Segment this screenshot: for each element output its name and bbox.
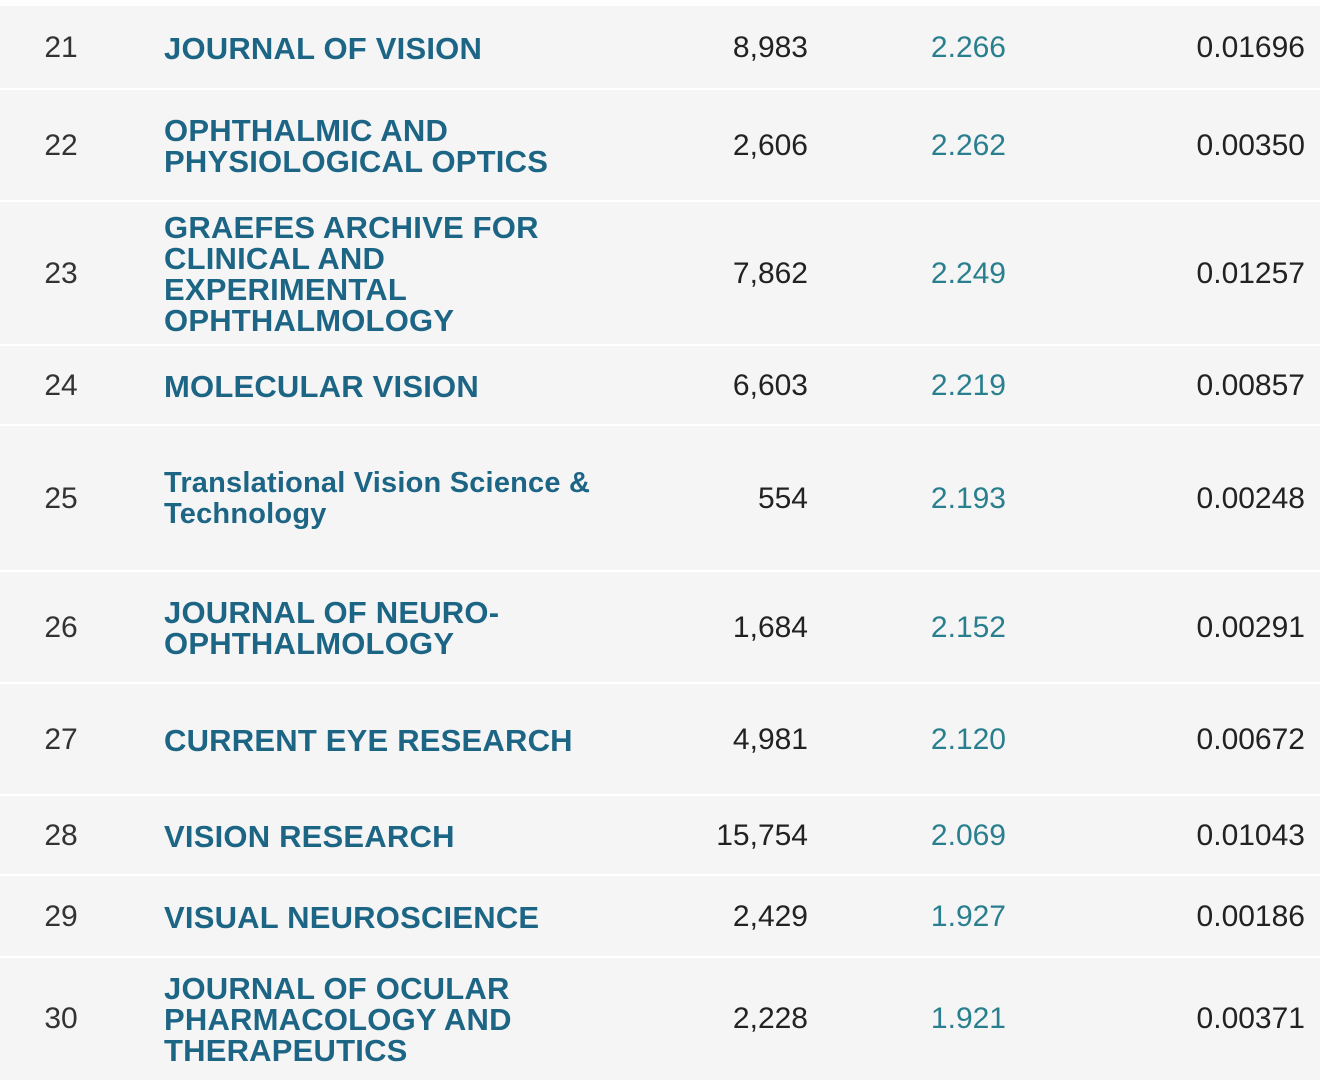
rank-cell: 30 xyxy=(44,1002,78,1035)
impact-factor-cell: 2.069 xyxy=(930,819,1006,852)
journal-title-link[interactable]: VISUAL NEUROSCIENCE xyxy=(164,899,540,935)
eigenfactor-cell: 0.01043 xyxy=(1196,819,1305,852)
impact-factor-cell: 1.927 xyxy=(930,900,1006,933)
impact-factor-cell: 2.152 xyxy=(930,611,1006,644)
total-cites-cell: 554 xyxy=(757,482,808,515)
journal-title-link[interactable]: VISION RESEARCH xyxy=(164,818,455,854)
impact-factor-cell: 1.921 xyxy=(930,1002,1006,1035)
total-cites-cell: 2,429 xyxy=(732,900,808,933)
rank-cell: 23 xyxy=(44,257,78,290)
table-row: 22 OPHTHALMIC AND PHYSIOLOGICAL OPTICS 2… xyxy=(0,88,1320,202)
total-cites-cell: 7,862 xyxy=(732,257,808,290)
journal-title-link[interactable]: Translational Vision Science & Technolog… xyxy=(164,467,591,530)
eigenfactor-cell: 0.00186 xyxy=(1196,900,1305,933)
rank-cell: 27 xyxy=(44,723,78,756)
total-cites-cell: 8,983 xyxy=(732,31,808,64)
journal-title-link[interactable]: CURRENT EYE RESEARCH xyxy=(164,722,573,758)
impact-factor-cell: 2.266 xyxy=(930,31,1006,64)
eigenfactor-cell: 0.00672 xyxy=(1196,723,1305,756)
impact-factor-cell: 2.120 xyxy=(930,723,1006,756)
table-row: 26 JOURNAL OF NEURO-OPHTHALMOLOGY 1,684 … xyxy=(0,570,1320,684)
rank-cell: 28 xyxy=(44,819,78,852)
impact-factor-cell: 2.249 xyxy=(930,257,1006,290)
eigenfactor-cell: 0.00291 xyxy=(1196,611,1305,644)
rank-cell: 22 xyxy=(44,129,78,162)
total-cites-cell: 1,684 xyxy=(732,611,808,644)
eigenfactor-cell: 0.00371 xyxy=(1196,1002,1305,1035)
table-row: 21 JOURNAL OF VISION 8,983 2.266 0.01696 xyxy=(0,4,1320,90)
rank-cell: 29 xyxy=(44,900,78,933)
impact-factor-cell: 2.193 xyxy=(930,482,1006,515)
impact-factor-cell: 2.262 xyxy=(930,129,1006,162)
table-row: 29 VISUAL NEUROSCIENCE 2,429 1.927 0.001… xyxy=(0,874,1320,958)
table-row: 25 Translational Vision Science & Techno… xyxy=(0,424,1320,572)
table-row: 27 CURRENT EYE RESEARCH 4,981 2.120 0.00… xyxy=(0,682,1320,796)
journal-title-link[interactable]: JOURNAL OF OCULAR PHARMACOLOGY AND THERA… xyxy=(164,970,512,1068)
eigenfactor-cell: 0.00248 xyxy=(1196,482,1305,515)
total-cites-cell: 15,754 xyxy=(716,819,808,852)
eigenfactor-cell: 0.00350 xyxy=(1196,129,1305,162)
rank-cell: 26 xyxy=(44,611,78,644)
impact-factor-cell: 2.219 xyxy=(930,369,1006,402)
total-cites-cell: 2,228 xyxy=(732,1002,808,1035)
total-cites-cell: 2,606 xyxy=(732,129,808,162)
eigenfactor-cell: 0.01257 xyxy=(1196,257,1305,290)
journal-title-link[interactable]: OPHTHALMIC AND PHYSIOLOGICAL OPTICS xyxy=(164,113,549,179)
journal-title-link[interactable]: JOURNAL OF VISION xyxy=(164,30,483,66)
journal-title-link[interactable]: GRAEFES ARCHIVE FOR CLINICAL AND EXPERIM… xyxy=(164,210,539,338)
total-cites-cell: 4,981 xyxy=(732,723,808,756)
journal-title-link[interactable]: JOURNAL OF NEURO-OPHTHALMOLOGY xyxy=(164,595,500,661)
table-row: 28 VISION RESEARCH 15,754 2.069 0.01043 xyxy=(0,794,1320,876)
page-edge xyxy=(1320,0,1332,1080)
rank-cell: 24 xyxy=(44,369,78,402)
eigenfactor-cell: 0.00857 xyxy=(1196,369,1305,402)
table-row: 30 JOURNAL OF OCULAR PHARMACOLOGY AND TH… xyxy=(0,956,1320,1080)
total-cites-cell: 6,603 xyxy=(732,369,808,402)
rank-cell: 21 xyxy=(44,31,78,64)
rank-cell: 25 xyxy=(44,482,78,515)
eigenfactor-cell: 0.01696 xyxy=(1196,31,1305,64)
journal-title-link[interactable]: MOLECULAR VISION xyxy=(164,368,479,404)
table-row: 23 GRAEFES ARCHIVE FOR CLINICAL AND EXPE… xyxy=(0,200,1320,346)
table-row: 24 MOLECULAR VISION 6,603 2.219 0.00857 xyxy=(0,344,1320,426)
